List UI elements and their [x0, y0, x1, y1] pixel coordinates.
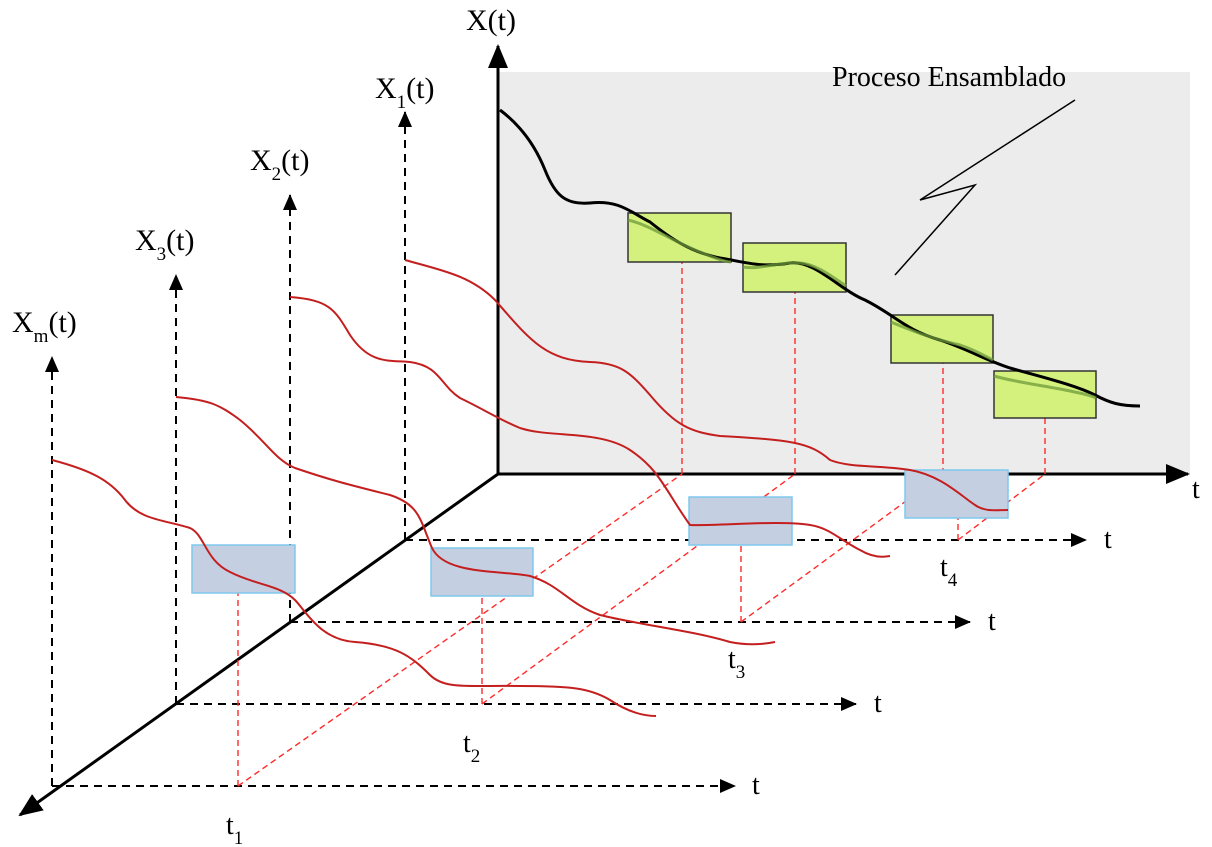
t4-mark: t4	[940, 552, 958, 591]
x3-label: X3(t)	[135, 224, 195, 265]
ensemble-window-2	[742, 242, 847, 293]
x2-label: X2(t)	[250, 144, 310, 185]
realization-window-t3	[688, 496, 793, 546]
realization-window-t1	[191, 544, 296, 594]
x3-time-label: t	[874, 688, 882, 719]
main-time-label: t	[1192, 474, 1200, 505]
x1-curve	[404, 259, 1009, 512]
xm-curve	[51, 459, 657, 717]
t3-mark: t3	[728, 644, 745, 683]
projection-lines	[237, 262, 1046, 787]
annotation-pointer	[894, 99, 1076, 276]
xm-time-label: t	[752, 770, 760, 801]
realization-depth-axis	[18, 472, 499, 817]
realization-window-t2	[430, 547, 534, 597]
t2-mark: t2	[463, 728, 480, 767]
x2-curve	[289, 296, 891, 558]
x1-label: X1(t)	[375, 72, 435, 113]
xm-label: Xm(t)	[12, 306, 77, 347]
realization-windows	[191, 469, 1009, 597]
x1-time-label: t	[1104, 524, 1112, 555]
ensemble-curve-overlay	[627, 218, 1097, 400]
svg-text:X(t): X(t)	[466, 4, 516, 37]
ensemble-window-1	[627, 212, 732, 263]
x3-curve	[175, 396, 776, 646]
realization-curves	[51, 259, 1009, 717]
x2-time-label: t	[988, 606, 996, 637]
t1-mark: t1	[226, 810, 243, 847]
main-axis-label: X(t)	[466, 4, 516, 37]
annotation-label: Proceso Ensamblado	[832, 62, 1066, 93]
